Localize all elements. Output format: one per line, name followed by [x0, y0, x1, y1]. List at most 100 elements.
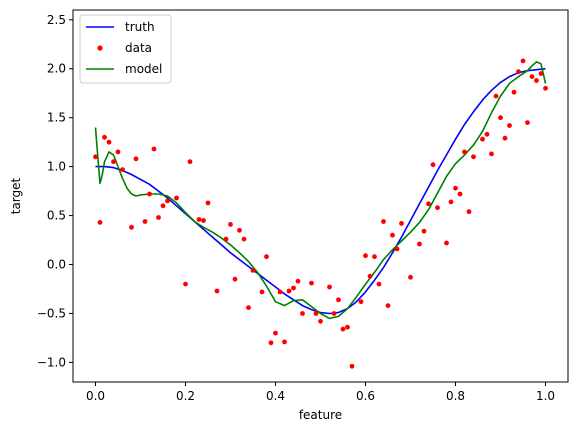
data-point [268, 340, 274, 346]
data-point [201, 218, 206, 223]
series-layer [93, 58, 548, 369]
data-point [399, 221, 404, 226]
data-point [376, 281, 382, 287]
data-point [228, 222, 233, 227]
y-tick-label: 0.5 [47, 209, 66, 223]
data-point [102, 134, 107, 140]
legend-label-model: model [125, 62, 162, 76]
data-point [205, 200, 211, 206]
data-point [525, 120, 530, 125]
y-tick-label: 2.0 [47, 62, 66, 76]
data-point [282, 339, 287, 345]
legend-label-data: data [125, 41, 152, 55]
data-point [187, 159, 193, 165]
data-point [444, 240, 449, 246]
data-point [300, 311, 305, 316]
x-tick-label: 0.2 [176, 389, 195, 403]
legend-box [79, 14, 172, 84]
data-point [484, 131, 490, 137]
data-point [160, 203, 166, 209]
data-point [223, 236, 229, 242]
y-tick-label: 0.0 [47, 258, 66, 272]
data-point [498, 115, 503, 121]
data-point [106, 139, 112, 145]
y-axis-ticks: −1.0 −0.5 0.0 0.5 1.0 1.5 2.0 2.5 [37, 13, 73, 369]
data-point [489, 151, 494, 157]
data-point [426, 201, 431, 207]
x-tick-label: 0.0 [86, 389, 105, 403]
data-point [273, 330, 278, 336]
data-point [507, 123, 512, 128]
data-point [448, 199, 454, 205]
data-point [358, 299, 364, 305]
data-point [493, 93, 499, 99]
data-point [264, 254, 269, 260]
data-point [129, 224, 134, 230]
data-point [147, 191, 152, 197]
x-tick-label: 0.8 [446, 389, 465, 403]
data-point [529, 74, 535, 79]
data-point [520, 58, 526, 64]
data-point [286, 288, 292, 294]
legend-swatch-data [97, 45, 103, 51]
data-point [349, 363, 355, 369]
data-point [417, 241, 422, 247]
data-point [295, 278, 301, 284]
data-point [183, 281, 188, 287]
data-point [462, 149, 467, 155]
data-point [151, 146, 157, 152]
data-point [259, 289, 265, 295]
x-tick-label: 0.6 [356, 389, 375, 403]
legend-label-truth: truth [125, 20, 155, 34]
data-point [277, 289, 283, 295]
plot-area [93, 58, 548, 369]
data-point [511, 89, 517, 95]
data-point [538, 71, 544, 76]
series-line-model [94, 61, 547, 320]
x-axis-ticks: 0.0 0.2 0.4 0.6 0.8 1.0 [86, 382, 555, 403]
data-point [336, 297, 341, 303]
data-point [381, 219, 386, 224]
data-point [237, 227, 242, 233]
data-point [453, 185, 458, 191]
data-point [534, 78, 539, 83]
legend: truth data model [79, 14, 172, 84]
data-point [480, 136, 485, 142]
x-tick-label: 1.0 [536, 389, 555, 403]
data-point [232, 276, 238, 282]
data-point [241, 236, 247, 242]
plot-frame [72, 9, 569, 383]
data-point [246, 305, 251, 310]
data-point [318, 318, 323, 324]
data-point [291, 285, 296, 291]
data-point [390, 232, 395, 238]
data-point [466, 209, 472, 215]
data-point [340, 326, 346, 332]
data-point [421, 228, 427, 234]
data-point [367, 273, 373, 279]
data-point [111, 159, 116, 165]
data-point [385, 303, 391, 308]
data-point [97, 220, 103, 225]
data-point [471, 154, 476, 160]
y-axis-label: target [9, 177, 23, 214]
data-point [309, 280, 314, 286]
data-point [196, 217, 202, 222]
y-tick-label: 2.5 [47, 13, 66, 27]
data-point [120, 167, 125, 173]
data-point [250, 268, 256, 273]
x-tick-label: 0.4 [266, 389, 285, 403]
data-point [363, 253, 368, 259]
y-tick-label: −0.5 [37, 306, 66, 320]
data-point [214, 288, 220, 294]
y-tick-label: 1.5 [47, 111, 66, 125]
y-tick-label: −1.0 [37, 355, 66, 369]
y-tick-label: 1.0 [47, 160, 66, 174]
series-line-truth [95, 67, 546, 315]
data-point [394, 246, 400, 252]
data-point [516, 69, 521, 75]
data-point [142, 219, 148, 224]
data-point [502, 135, 508, 141]
data-point [313, 311, 319, 316]
